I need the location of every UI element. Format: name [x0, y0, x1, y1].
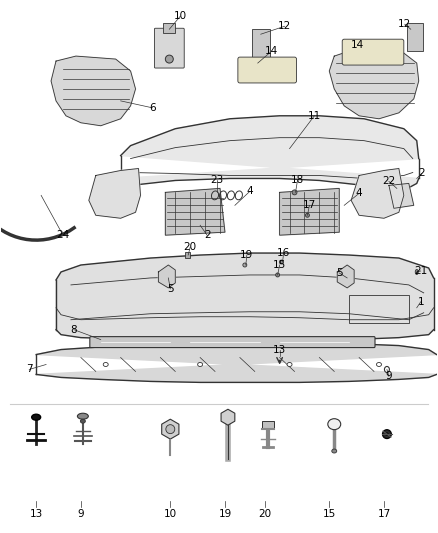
Text: 11: 11 [308, 111, 321, 121]
Ellipse shape [292, 190, 297, 195]
Text: 9: 9 [385, 372, 392, 382]
Text: 15: 15 [323, 508, 336, 519]
Ellipse shape [276, 273, 279, 277]
Text: 10: 10 [164, 508, 177, 519]
Bar [349, 295, 409, 322]
Ellipse shape [243, 263, 247, 267]
Polygon shape [56, 253, 434, 340]
Text: 4: 4 [247, 187, 253, 196]
Ellipse shape [385, 367, 389, 373]
Ellipse shape [279, 260, 283, 264]
FancyBboxPatch shape [155, 28, 184, 68]
Text: 7: 7 [26, 365, 32, 375]
Ellipse shape [377, 362, 381, 367]
Polygon shape [351, 168, 404, 218]
FancyBboxPatch shape [238, 57, 297, 83]
Text: 9: 9 [78, 508, 84, 519]
Text: 15: 15 [273, 260, 286, 270]
Text: 14: 14 [265, 46, 278, 56]
Text: 20: 20 [184, 242, 197, 252]
Ellipse shape [165, 55, 173, 63]
Polygon shape [36, 343, 437, 382]
Ellipse shape [103, 362, 108, 367]
Text: 5: 5 [167, 284, 173, 294]
Polygon shape [329, 49, 419, 119]
Text: 19: 19 [218, 508, 232, 519]
Polygon shape [337, 265, 354, 288]
Ellipse shape [78, 413, 88, 419]
Ellipse shape [415, 270, 418, 274]
Text: 21: 21 [414, 266, 427, 276]
Polygon shape [159, 265, 175, 288]
FancyBboxPatch shape [90, 337, 375, 348]
Text: 12: 12 [398, 19, 411, 29]
Text: 1: 1 [417, 297, 424, 307]
Text: 22: 22 [382, 176, 396, 187]
Bar [262, 421, 274, 429]
Ellipse shape [328, 419, 341, 430]
Text: 18: 18 [291, 175, 304, 185]
Polygon shape [51, 56, 135, 126]
Ellipse shape [287, 362, 292, 367]
Ellipse shape [385, 432, 389, 437]
Bar [252, 29, 270, 57]
Polygon shape [279, 188, 339, 235]
Text: 2: 2 [204, 230, 210, 240]
Text: 17: 17 [377, 508, 391, 519]
Text: 20: 20 [258, 508, 271, 519]
Text: 17: 17 [303, 200, 316, 211]
Polygon shape [120, 116, 419, 190]
Text: 2: 2 [418, 168, 425, 179]
Ellipse shape [81, 419, 85, 423]
Polygon shape [165, 188, 225, 235]
Bar [185, 252, 190, 258]
FancyBboxPatch shape [342, 39, 404, 65]
Text: 19: 19 [240, 250, 254, 260]
Text: 24: 24 [57, 230, 70, 240]
Text: 23: 23 [210, 175, 224, 185]
Ellipse shape [32, 414, 41, 420]
Ellipse shape [305, 213, 309, 217]
Text: 4: 4 [356, 188, 362, 198]
Bar [407, 23, 423, 51]
Text: 12: 12 [278, 21, 291, 31]
Text: 13: 13 [273, 344, 286, 354]
Ellipse shape [166, 425, 175, 434]
Ellipse shape [332, 449, 337, 453]
Text: 16: 16 [277, 248, 290, 258]
Text: 13: 13 [29, 508, 43, 519]
Text: 8: 8 [71, 325, 77, 335]
Ellipse shape [198, 362, 203, 367]
Polygon shape [389, 183, 414, 208]
Bar [163, 23, 175, 33]
Polygon shape [89, 168, 141, 218]
Text: 5: 5 [336, 268, 343, 278]
Text: 6: 6 [149, 103, 156, 113]
Text: 14: 14 [350, 40, 364, 50]
Text: 10: 10 [174, 11, 187, 21]
Ellipse shape [382, 430, 392, 439]
